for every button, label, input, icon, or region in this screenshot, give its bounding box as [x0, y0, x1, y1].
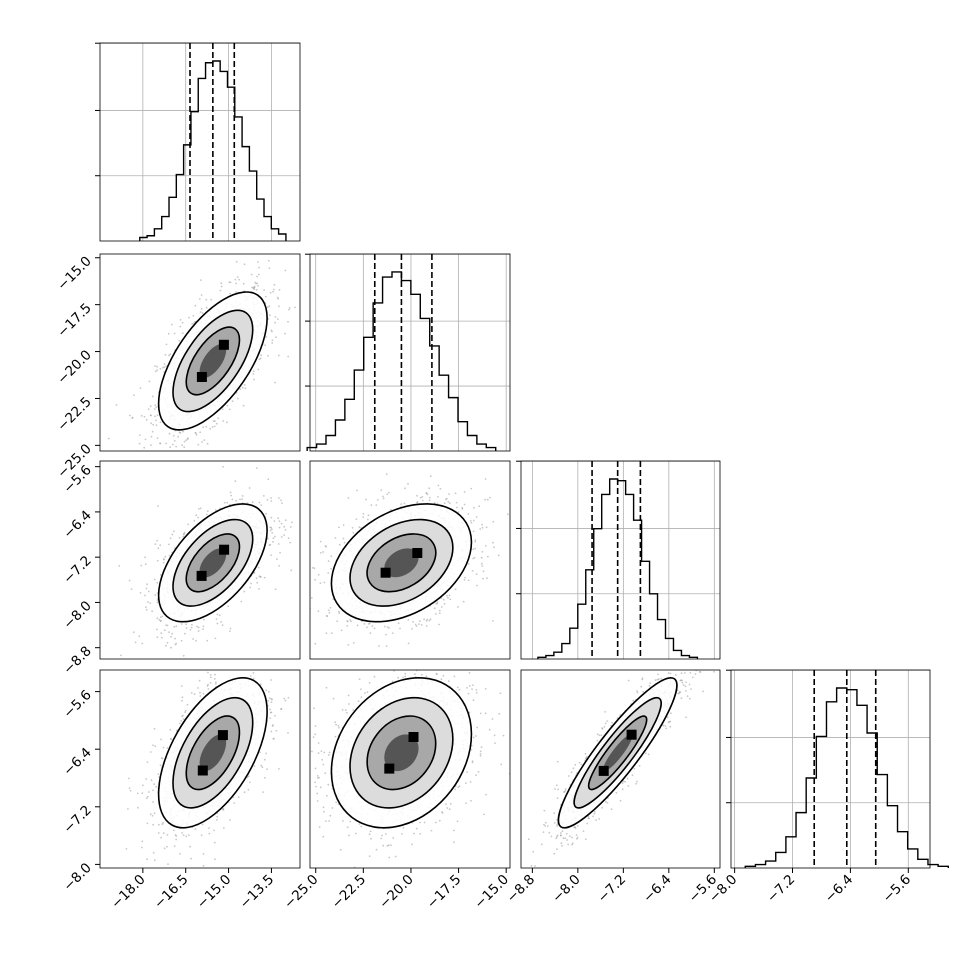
histogram-panel-2	[305, 253, 511, 452]
density-peak	[626, 729, 637, 740]
density-peak	[217, 730, 228, 741]
density-panel-3-4	[520, 669, 721, 869]
contour-level-4	[199, 548, 227, 578]
density-peak	[384, 763, 395, 774]
x-axis-param-1: −18.0 −16.5 −15.0 −13.5	[108, 868, 277, 912]
x-tick-label: −7.2	[764, 872, 798, 906]
y-tick-label: −8.0	[60, 598, 94, 632]
panel-frame	[730, 669, 931, 869]
histogram-steps	[306, 271, 497, 451]
y-tick-label: −15.0	[54, 253, 95, 294]
x-axis-param-2: −25.0 −22.5 −20.0 −17.5 −15.0	[281, 868, 512, 912]
contour-level-4	[199, 344, 227, 378]
y-tick-label: −5.6	[60, 687, 94, 721]
density-peak	[380, 567, 391, 578]
density-panel-2-3	[309, 460, 511, 660]
panel-frame	[99, 460, 301, 660]
x-tick-label: −13.5	[237, 872, 278, 913]
panel-frame	[520, 460, 721, 660]
panel-frame	[99, 42, 301, 242]
panel-frame	[309, 669, 511, 869]
y-axis-param-3: −8.8−8.0−7.2−6.4−5.6	[60, 462, 100, 678]
y-tick-label: −8.8	[60, 643, 94, 677]
x-tick-label: −22.5	[329, 872, 370, 913]
histogram-panel-3	[516, 460, 721, 660]
density-panel-2-4	[309, 669, 511, 869]
y-axis-param-2: −25.0−22.5−20.0−17.5−15.0	[54, 253, 100, 481]
y-tick-label: −8.0	[60, 860, 94, 894]
y-tick-label: −20.0	[54, 347, 95, 388]
x-tick-label: −18.0	[108, 872, 149, 913]
x-tick-label: −8.8	[504, 872, 538, 906]
x-tick-label: −6.4	[822, 872, 856, 906]
panel-frame	[99, 669, 301, 869]
x-tick-label: −7.2	[595, 872, 629, 906]
x-tick-label: −16.5	[151, 872, 192, 913]
y-tick-label: −7.2	[60, 802, 94, 836]
panel-frame	[309, 460, 511, 660]
y-tick-label: −7.2	[60, 553, 94, 587]
y-axis-param-4: −8.0 −7.2 −6.4 −5.6	[60, 687, 100, 894]
histogram-panel-4	[726, 669, 949, 869]
density-peak	[196, 570, 207, 581]
density-peak	[196, 372, 207, 382]
x-axis-param-3: −8.8 −8.0 −7.2 −6.4 −5.6	[504, 868, 720, 906]
x-tick-label: −8.0	[549, 872, 583, 906]
density-panel-1-3	[99, 460, 301, 660]
density-peak	[598, 765, 609, 776]
y-tick-label: −17.5	[54, 300, 95, 341]
panel-frame	[309, 253, 511, 452]
y-tick-label: −22.5	[54, 394, 95, 435]
x-tick-label: −17.5	[424, 872, 465, 913]
density-peak	[408, 732, 419, 742]
density-peak	[218, 339, 229, 350]
x-tick-label: −20.0	[376, 872, 417, 913]
contour-level-4	[199, 734, 227, 772]
x-axis-param-4: −8.0 −7.2 −6.4 −5.6	[706, 868, 914, 906]
x-tick-label: −5.6	[880, 872, 914, 906]
contour-level-4	[384, 734, 419, 772]
histogram-panel-1	[95, 42, 301, 242]
x-tick-label: −6.4	[640, 872, 674, 906]
density-peak	[412, 548, 423, 558]
density-panel-1-4	[99, 669, 301, 869]
x-tick-label: −25.0	[281, 872, 322, 913]
x-tick-label: −15.0	[194, 872, 235, 913]
y-tick-label: −6.4	[60, 507, 94, 541]
contour-level-4	[384, 548, 419, 578]
y-tick-label: −6.4	[60, 745, 94, 779]
panel-frame	[99, 253, 301, 452]
contour-level-4	[603, 734, 633, 772]
density-peak	[219, 544, 230, 555]
density-peak	[197, 765, 208, 776]
panel-frame	[520, 669, 721, 869]
density-panel-1-2	[99, 253, 301, 452]
